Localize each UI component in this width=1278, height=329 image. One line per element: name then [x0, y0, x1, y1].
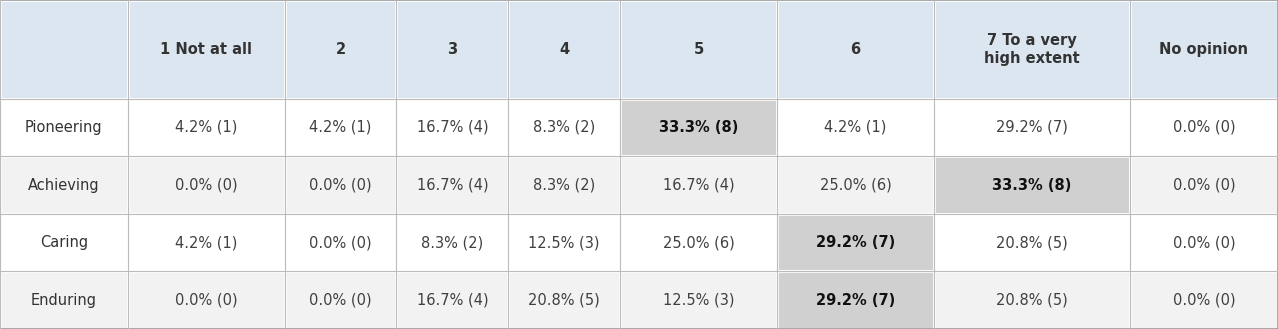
Text: 4.2% (1): 4.2% (1)	[309, 120, 372, 135]
Bar	[0, 156, 128, 214]
Bar	[128, 0, 285, 99]
Bar	[620, 99, 777, 156]
Bar	[620, 271, 777, 329]
Text: 29.2% (7): 29.2% (7)	[815, 293, 895, 308]
Text: 0.0% (0): 0.0% (0)	[175, 178, 238, 192]
Bar	[934, 214, 1130, 271]
Bar	[0, 0, 128, 99]
Bar	[1130, 271, 1278, 329]
Bar	[934, 99, 1130, 156]
Text: 7 To a very
high extent: 7 To a very high extent	[984, 33, 1080, 66]
Text: 16.7% (4): 16.7% (4)	[417, 293, 488, 308]
Text: 25.0% (6): 25.0% (6)	[663, 235, 735, 250]
Bar	[285, 99, 396, 156]
Bar	[777, 156, 934, 214]
Bar	[509, 0, 620, 99]
Bar	[777, 214, 934, 271]
Text: 29.2% (7): 29.2% (7)	[996, 120, 1068, 135]
Text: 12.5% (3): 12.5% (3)	[529, 235, 599, 250]
Text: Enduring: Enduring	[31, 293, 97, 308]
Text: 0.0% (0): 0.0% (0)	[1173, 235, 1236, 250]
Text: 6: 6	[850, 42, 860, 57]
Text: 25.0% (6): 25.0% (6)	[819, 178, 891, 192]
Bar	[128, 156, 285, 214]
Text: 3: 3	[447, 42, 458, 57]
Text: 4.2% (1): 4.2% (1)	[175, 120, 238, 135]
Text: 4: 4	[560, 42, 569, 57]
Text: 12.5% (3): 12.5% (3)	[663, 293, 735, 308]
Text: 16.7% (4): 16.7% (4)	[663, 178, 735, 192]
Bar	[620, 0, 777, 99]
Text: Pioneering: Pioneering	[26, 120, 102, 135]
Text: 0.0% (0): 0.0% (0)	[309, 178, 372, 192]
Text: 33.3% (8): 33.3% (8)	[659, 120, 739, 135]
Text: No opinion: No opinion	[1159, 42, 1249, 57]
Text: 33.3% (8): 33.3% (8)	[992, 178, 1071, 192]
Bar	[1130, 0, 1278, 99]
Bar	[285, 271, 396, 329]
Bar	[396, 156, 509, 214]
Bar	[128, 99, 285, 156]
Text: 0.0% (0): 0.0% (0)	[1173, 178, 1236, 192]
Bar	[620, 156, 777, 214]
Bar	[1130, 156, 1278, 214]
Text: 8.3% (2): 8.3% (2)	[533, 120, 596, 135]
Bar	[1130, 214, 1278, 271]
Bar	[396, 271, 509, 329]
Bar	[0, 214, 128, 271]
Text: 16.7% (4): 16.7% (4)	[417, 120, 488, 135]
Text: 5: 5	[694, 42, 704, 57]
Bar	[934, 0, 1130, 99]
Text: 29.2% (7): 29.2% (7)	[815, 235, 895, 250]
Text: 0.0% (0): 0.0% (0)	[309, 293, 372, 308]
Bar	[934, 156, 1130, 214]
Text: 4.2% (1): 4.2% (1)	[175, 235, 238, 250]
Text: 8.3% (2): 8.3% (2)	[422, 235, 483, 250]
Text: 20.8% (5): 20.8% (5)	[996, 235, 1067, 250]
Text: 0.0% (0): 0.0% (0)	[1173, 120, 1236, 135]
Bar	[128, 214, 285, 271]
Bar	[777, 271, 934, 329]
Text: 4.2% (1): 4.2% (1)	[824, 120, 887, 135]
Text: 20.8% (5): 20.8% (5)	[996, 293, 1067, 308]
Bar	[285, 156, 396, 214]
Bar	[1130, 99, 1278, 156]
Bar	[0, 271, 128, 329]
Bar	[285, 0, 396, 99]
Text: 8.3% (2): 8.3% (2)	[533, 178, 596, 192]
Bar	[285, 214, 396, 271]
Text: 2: 2	[336, 42, 345, 57]
Text: 1 Not at all: 1 Not at all	[160, 42, 252, 57]
Bar	[620, 214, 777, 271]
Bar	[777, 99, 934, 156]
Bar	[396, 0, 509, 99]
Bar	[509, 271, 620, 329]
Bar	[396, 99, 509, 156]
Text: Caring: Caring	[40, 235, 88, 250]
Text: 0.0% (0): 0.0% (0)	[1173, 293, 1236, 308]
Text: Achieving: Achieving	[28, 178, 100, 192]
Bar	[509, 214, 620, 271]
Bar	[128, 271, 285, 329]
Bar	[934, 271, 1130, 329]
Text: 16.7% (4): 16.7% (4)	[417, 178, 488, 192]
Bar	[509, 156, 620, 214]
Text: 0.0% (0): 0.0% (0)	[175, 293, 238, 308]
Text: 20.8% (5): 20.8% (5)	[528, 293, 601, 308]
Text: 0.0% (0): 0.0% (0)	[309, 235, 372, 250]
Bar	[396, 214, 509, 271]
Bar	[0, 99, 128, 156]
Bar	[777, 0, 934, 99]
Bar	[509, 99, 620, 156]
